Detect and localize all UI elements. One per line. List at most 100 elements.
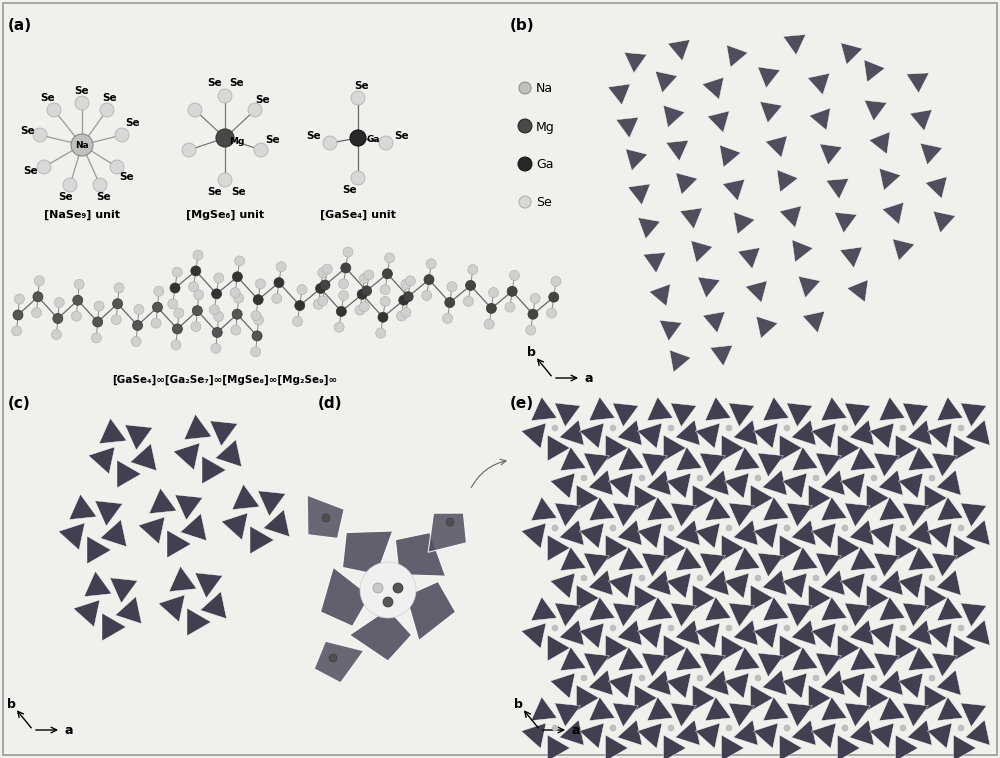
- Polygon shape: [555, 503, 580, 527]
- Polygon shape: [924, 485, 947, 511]
- Circle shape: [668, 725, 674, 731]
- Circle shape: [379, 136, 393, 150]
- Circle shape: [871, 475, 877, 481]
- Polygon shape: [722, 535, 744, 561]
- Polygon shape: [617, 520, 642, 545]
- Polygon shape: [864, 60, 885, 82]
- Circle shape: [900, 725, 906, 731]
- Text: [NaSe₉] unit: [NaSe₉] unit: [44, 210, 120, 221]
- Polygon shape: [613, 603, 638, 627]
- Polygon shape: [869, 523, 894, 549]
- Polygon shape: [722, 735, 744, 758]
- Circle shape: [251, 347, 261, 357]
- Polygon shape: [637, 723, 662, 748]
- Polygon shape: [548, 435, 570, 461]
- Polygon shape: [838, 635, 860, 661]
- Polygon shape: [758, 453, 783, 477]
- Circle shape: [216, 129, 234, 147]
- Circle shape: [357, 290, 367, 299]
- Polygon shape: [664, 635, 686, 661]
- Polygon shape: [584, 553, 609, 577]
- Polygon shape: [69, 494, 97, 519]
- Polygon shape: [618, 447, 644, 471]
- Polygon shape: [896, 735, 918, 758]
- Circle shape: [842, 525, 848, 531]
- Polygon shape: [783, 35, 806, 55]
- Circle shape: [581, 675, 587, 681]
- Polygon shape: [927, 423, 952, 449]
- Polygon shape: [734, 212, 755, 234]
- Polygon shape: [924, 585, 947, 611]
- Circle shape: [929, 675, 935, 681]
- Circle shape: [191, 321, 201, 332]
- Polygon shape: [787, 503, 812, 527]
- Polygon shape: [692, 685, 715, 711]
- Polygon shape: [782, 673, 807, 698]
- Text: [MgSe₆] unit: [MgSe₆] unit: [186, 210, 264, 221]
- Polygon shape: [903, 503, 928, 527]
- Circle shape: [212, 289, 222, 299]
- Polygon shape: [879, 397, 905, 421]
- Polygon shape: [703, 312, 725, 333]
- Polygon shape: [903, 403, 928, 427]
- Polygon shape: [647, 497, 673, 521]
- Circle shape: [784, 625, 790, 631]
- Circle shape: [505, 302, 515, 312]
- Circle shape: [111, 315, 121, 324]
- Text: b: b: [7, 697, 15, 710]
- Polygon shape: [608, 473, 633, 499]
- Circle shape: [958, 525, 964, 531]
- Polygon shape: [864, 100, 887, 121]
- Polygon shape: [840, 473, 865, 499]
- Text: Se: Se: [355, 81, 369, 91]
- Polygon shape: [647, 397, 673, 421]
- Polygon shape: [933, 211, 955, 233]
- Circle shape: [552, 425, 558, 431]
- Polygon shape: [659, 321, 682, 341]
- Polygon shape: [705, 497, 731, 521]
- Circle shape: [182, 143, 196, 157]
- Circle shape: [393, 583, 403, 593]
- Circle shape: [424, 274, 434, 284]
- Circle shape: [51, 330, 61, 340]
- Text: Se: Se: [59, 192, 73, 202]
- Circle shape: [32, 308, 42, 318]
- Polygon shape: [961, 403, 986, 427]
- Polygon shape: [792, 447, 818, 471]
- Circle shape: [380, 296, 390, 306]
- Polygon shape: [792, 547, 818, 571]
- Circle shape: [232, 272, 242, 282]
- Circle shape: [211, 343, 221, 353]
- Polygon shape: [803, 312, 825, 333]
- Circle shape: [813, 575, 819, 581]
- Polygon shape: [700, 653, 725, 677]
- Text: Se: Se: [208, 78, 222, 88]
- Circle shape: [639, 675, 645, 681]
- Circle shape: [900, 525, 906, 531]
- Circle shape: [519, 82, 531, 94]
- Polygon shape: [704, 470, 729, 495]
- Polygon shape: [664, 435, 686, 461]
- Polygon shape: [589, 497, 615, 521]
- Polygon shape: [675, 720, 700, 745]
- Circle shape: [248, 103, 262, 117]
- Polygon shape: [745, 280, 767, 302]
- Polygon shape: [820, 144, 842, 165]
- Polygon shape: [531, 397, 557, 421]
- Polygon shape: [692, 485, 715, 511]
- Polygon shape: [849, 520, 874, 545]
- Text: Ga: Ga: [536, 158, 554, 171]
- Circle shape: [426, 258, 436, 269]
- Circle shape: [784, 725, 790, 731]
- Circle shape: [168, 299, 178, 309]
- Polygon shape: [606, 635, 628, 661]
- Circle shape: [134, 305, 144, 315]
- Polygon shape: [521, 523, 546, 549]
- Polygon shape: [676, 647, 702, 671]
- Circle shape: [842, 425, 848, 431]
- Circle shape: [755, 575, 761, 581]
- Circle shape: [355, 305, 365, 315]
- Polygon shape: [695, 423, 720, 449]
- Circle shape: [362, 286, 372, 296]
- Polygon shape: [671, 503, 696, 527]
